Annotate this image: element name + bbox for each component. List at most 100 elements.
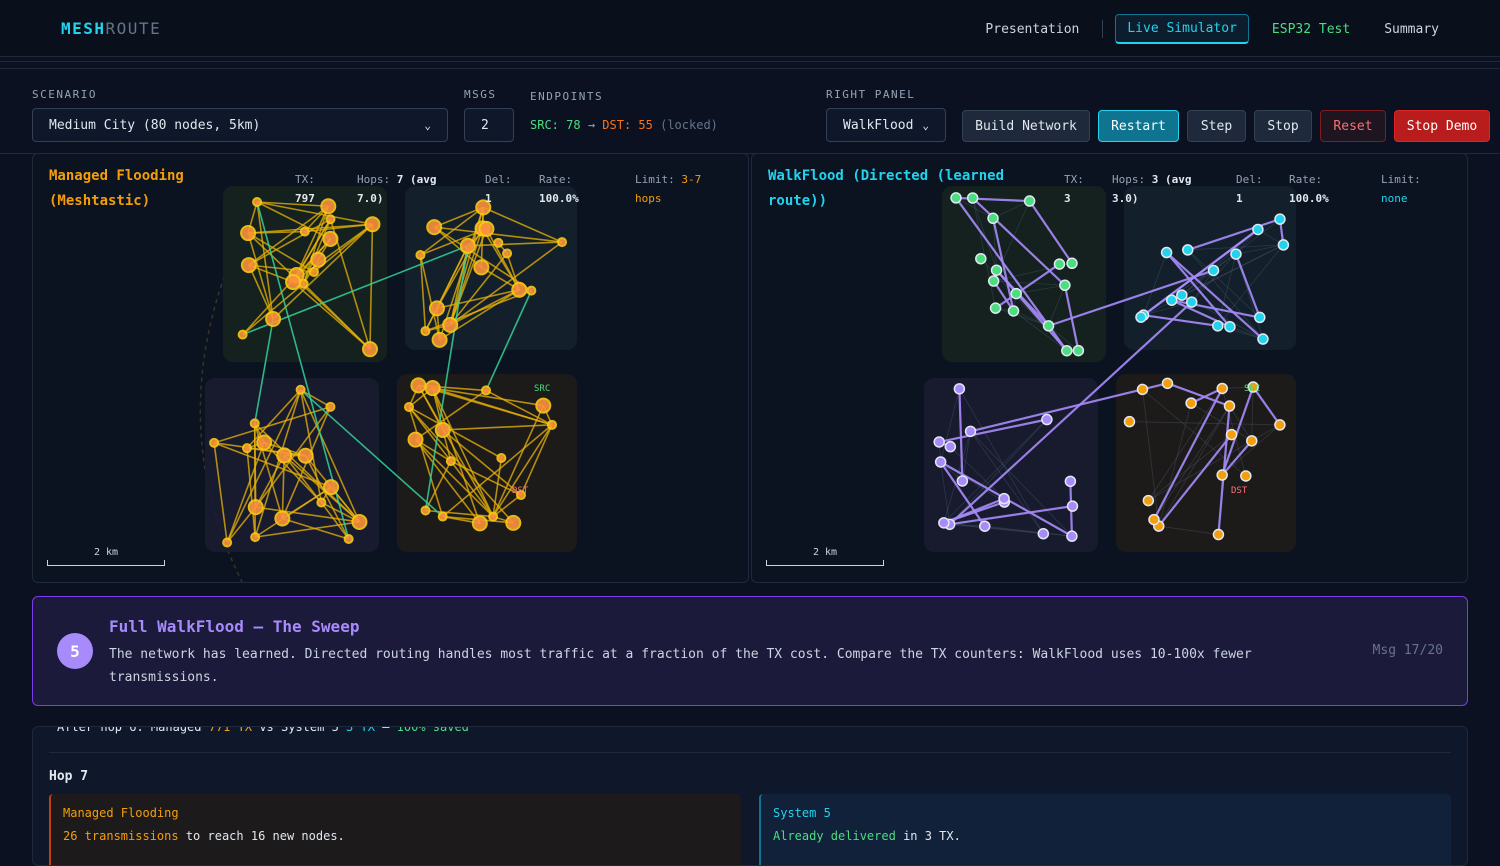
mesh-node — [1067, 501, 1077, 511]
msgs-label: MSGS — [464, 88, 497, 101]
managed-card-line: 26 transmissions to reach 16 new nodes. — [63, 825, 729, 848]
src-tag: SRC — [534, 384, 550, 394]
flood-node — [223, 539, 231, 547]
del-label: Del: — [485, 170, 512, 189]
flood-node — [210, 439, 218, 447]
flood-node — [243, 444, 251, 452]
scale-bar: 2 km — [47, 547, 165, 566]
flood-node — [352, 515, 366, 529]
summary-managed-tx: 771 TX — [209, 726, 252, 734]
src-tag: SRC — [1244, 384, 1260, 394]
hops-line: Hops: 3 (avg — [1112, 170, 1192, 189]
scale-line — [766, 560, 884, 566]
hops-line: Hops: 7 (avg — [357, 170, 437, 189]
mesh-node — [1177, 290, 1187, 300]
flood-node — [548, 421, 556, 429]
narration-title: Full WalkFlood — The Sweep — [109, 617, 359, 636]
mesh-node — [1217, 383, 1227, 393]
mesh-node — [992, 265, 1002, 275]
flood-node — [527, 287, 535, 295]
flood-node — [324, 480, 338, 494]
mesh-node — [1278, 240, 1288, 250]
stop-button[interactable]: Stop — [1254, 110, 1312, 142]
flood-node — [443, 318, 457, 332]
managed-card-highlight: 26 transmissions — [63, 829, 179, 843]
mesh-node — [1067, 531, 1077, 541]
flood-node — [409, 433, 423, 447]
nav-summary[interactable]: Summary — [1373, 16, 1450, 43]
locked-note: (locked) — [660, 118, 718, 132]
mesh-node — [1213, 530, 1223, 540]
tx-label: TX: — [1064, 170, 1084, 189]
right-panel-value: WalkFlood — [843, 118, 913, 133]
right-panel-label: RIGHT PANEL — [826, 88, 915, 101]
mesh-node — [1253, 224, 1263, 234]
mesh-node — [989, 276, 999, 286]
mesh-node — [1217, 470, 1227, 480]
nav-presentation[interactable]: Presentation — [974, 16, 1090, 43]
scenario-value: Medium City (80 nodes, 5km) — [49, 118, 260, 133]
dst-tag: DST — [1231, 486, 1248, 496]
rate-value: 100.0% — [1289, 192, 1329, 205]
hop-log[interactable]: After hop 6: Managed 771 TX vs System 5 … — [32, 726, 1468, 866]
nav-live-simulator[interactable]: Live Simulator — [1115, 14, 1249, 44]
right-panel-select[interactable]: WalkFlood ⌄ — [826, 108, 946, 142]
mesh-node — [976, 254, 986, 264]
flood-node — [266, 312, 280, 326]
mesh-node — [1124, 417, 1134, 427]
limit-value-cont: hops — [635, 192, 662, 205]
managed-card-rest: to reach 16 new nodes. — [186, 829, 345, 843]
mesh-node — [1011, 289, 1021, 299]
chevron-down-icon: ⌄ — [424, 119, 431, 132]
mesh-node — [1162, 378, 1172, 388]
scale-line — [47, 560, 165, 566]
cluster-se — [1116, 374, 1296, 552]
mesh-node — [1137, 384, 1147, 394]
scenario-label: SCENARIO — [32, 88, 97, 101]
flood-node — [251, 533, 259, 541]
mesh-node — [1167, 295, 1177, 305]
logo-part-route: ROUTE — [106, 19, 162, 38]
walkflood-panel: SRC DST WalkFlood (Directed (learned rou… — [751, 153, 1468, 583]
flood-node — [297, 386, 305, 394]
system-card-highlight: Already delivered — [773, 829, 896, 843]
walkflood-limit-stat: Limit:none — [1381, 170, 1421, 208]
mesh-node — [1067, 258, 1077, 268]
summary-dash: — — [382, 726, 389, 734]
flood-node — [241, 226, 255, 240]
reset-button[interactable]: Reset — [1320, 110, 1386, 142]
walkflood-panel-title: WalkFlood (Directed (learned route)) — [768, 164, 1028, 214]
msgs-input[interactable]: 2 — [464, 108, 514, 142]
flood-node — [421, 327, 429, 335]
flood-node — [426, 381, 440, 395]
del-value: 1 — [1236, 192, 1243, 205]
mesh-node — [988, 213, 998, 223]
scenario-select[interactable]: Medium City (80 nodes, 5km) ⌄ — [32, 108, 448, 142]
mesh-node — [1054, 259, 1064, 269]
stop-demo-button[interactable]: Stop Demo — [1394, 110, 1490, 142]
rate-label: Rate: — [1289, 170, 1329, 189]
step-button[interactable]: Step — [1187, 110, 1246, 142]
flood-node — [427, 220, 441, 234]
mesh-node — [1187, 297, 1197, 307]
mesh-node — [1247, 436, 1257, 446]
build-network-button[interactable]: Build Network — [962, 110, 1090, 142]
summary-saved: 100% saved — [397, 726, 469, 734]
flood-node — [479, 222, 493, 236]
previous-hop-summary: After hop 6: Managed 771 TX vs System 5 … — [57, 726, 469, 734]
flood-node — [447, 457, 455, 465]
restart-button[interactable]: Restart — [1098, 110, 1179, 142]
limit-label: Limit: — [635, 173, 675, 186]
limit-value: none — [1381, 192, 1408, 205]
tx-value: 3 — [1064, 192, 1071, 205]
mesh-node — [1162, 248, 1172, 258]
mesh-node — [934, 437, 944, 447]
summary-system-tx: 3 TX — [346, 726, 375, 734]
summary-prefix: After hop 6: Managed — [57, 726, 202, 734]
mesh-node — [1241, 471, 1251, 481]
system-hop-card: System 5 Already delivered in 3 TX. — [759, 794, 1451, 866]
rate-value: 100.0% — [539, 192, 579, 205]
nav-esp32-test[interactable]: ESP32 Test — [1261, 16, 1361, 43]
log-divider — [49, 752, 1451, 753]
